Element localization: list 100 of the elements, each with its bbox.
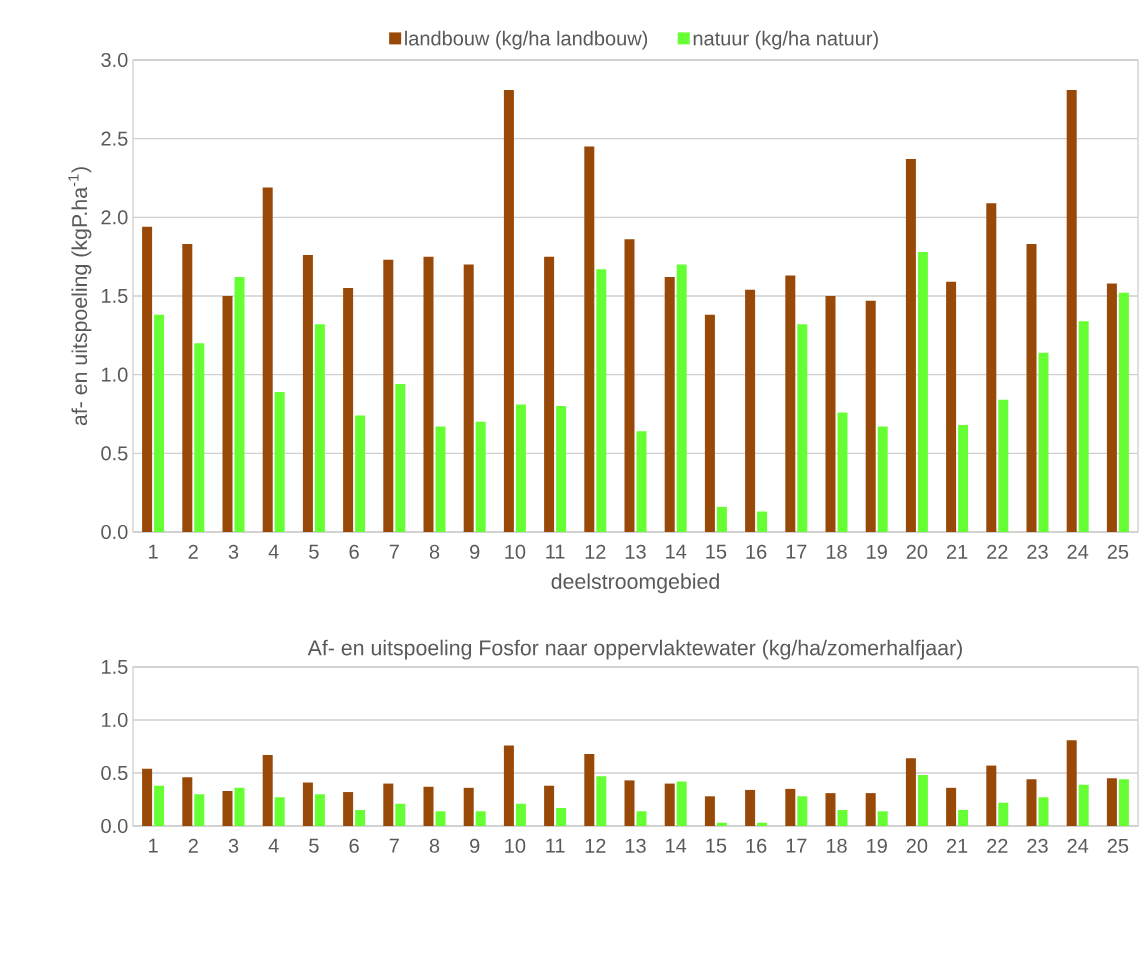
x-tick-label: 20	[906, 544, 928, 559]
x-tick-label: 9	[470, 544, 480, 559]
bar	[194, 794, 205, 826]
bar	[946, 281, 957, 532]
bar	[423, 786, 434, 826]
bar	[463, 264, 474, 532]
bar	[837, 810, 848, 826]
y-tick-label: 1.0	[102, 367, 128, 382]
x-tick-label: 8	[429, 838, 440, 853]
bar	[624, 239, 635, 532]
x-tick-label: 24	[1067, 544, 1089, 559]
x-tick-label: 25	[1107, 838, 1129, 853]
bar	[1038, 797, 1049, 826]
bar	[556, 807, 567, 826]
bar	[475, 421, 486, 532]
bar	[1106, 778, 1117, 826]
bar	[515, 404, 526, 532]
bar	[395, 803, 406, 826]
x-tick-label: 5	[309, 838, 319, 853]
bar	[314, 324, 325, 532]
bar	[676, 264, 687, 532]
bar	[745, 289, 756, 532]
y-tick-label: 2.5	[101, 131, 128, 146]
bar	[395, 384, 406, 532]
x-tick-label: 1	[149, 544, 158, 559]
bar	[314, 794, 325, 826]
bar	[664, 277, 675, 532]
x-tick-label: 4	[268, 838, 279, 853]
bar	[1118, 292, 1129, 532]
bar	[503, 89, 514, 532]
bar	[274, 797, 285, 826]
bar	[142, 226, 153, 532]
x-tick-label: 23	[1027, 544, 1048, 559]
bar	[556, 406, 567, 532]
bar	[435, 426, 446, 532]
x-tick-label: 4	[268, 544, 279, 559]
bar	[262, 187, 273, 532]
bar	[917, 775, 928, 826]
bar	[958, 425, 969, 532]
bar	[998, 399, 1009, 532]
bar	[1106, 283, 1117, 532]
bar	[584, 146, 595, 532]
legend-label: landbouw (kg/ha landbouw)	[405, 30, 648, 50]
bar	[998, 802, 1009, 826]
bar	[716, 822, 727, 826]
x-tick-label: 21	[946, 838, 968, 853]
x-tick-label: 3	[228, 838, 239, 853]
bar	[785, 275, 796, 532]
x-tick-label: 7	[389, 544, 399, 559]
bar	[596, 776, 607, 826]
y-tick-label: 1.0	[102, 712, 128, 728]
bar	[865, 300, 876, 532]
bar	[825, 295, 836, 532]
x-tick-label: 13	[625, 838, 646, 853]
x-tick-label: 23	[1027, 838, 1048, 853]
bar	[222, 791, 233, 826]
bar	[664, 783, 675, 826]
bar	[503, 745, 514, 826]
bar	[986, 203, 997, 532]
bar	[274, 391, 285, 532]
y-tick-label: 0.5	[101, 765, 128, 781]
x-tick-label: 16	[746, 838, 767, 853]
bar	[142, 768, 153, 826]
x-tick-label: 6	[349, 838, 359, 853]
bar	[785, 788, 796, 826]
bar	[1026, 244, 1037, 532]
bar	[1026, 779, 1037, 826]
y-tick-label: 1.5	[102, 289, 128, 303]
bar	[302, 782, 313, 826]
bar	[636, 431, 647, 532]
y-tick-label: 0.0	[101, 524, 128, 540]
x-tick-label: 5	[309, 544, 319, 559]
x-axis-title: deelstroomgebied	[551, 573, 719, 594]
bar	[757, 511, 768, 532]
x-tick-label: 22	[987, 544, 1008, 559]
bar	[423, 256, 434, 532]
x-tick-label: 7	[389, 838, 399, 853]
bar	[355, 415, 366, 532]
x-tick-label: 18	[826, 544, 847, 559]
x-tick-label: 9	[470, 838, 480, 853]
x-tick-label: 1	[149, 838, 158, 853]
x-tick-label: 11	[546, 838, 565, 853]
bar	[676, 781, 687, 826]
bar	[1078, 321, 1089, 532]
bar	[757, 822, 768, 826]
bar	[1078, 784, 1089, 826]
bar	[302, 255, 313, 532]
bar	[1066, 740, 1077, 826]
bar	[182, 244, 193, 532]
bar	[837, 412, 848, 532]
bar	[704, 796, 715, 826]
bar	[544, 256, 555, 532]
bar	[182, 777, 193, 826]
x-tick-label: 2	[188, 838, 198, 853]
x-tick-label: 13	[625, 544, 646, 559]
bar	[475, 811, 486, 826]
x-tick-label: 17	[786, 544, 807, 559]
bar	[355, 810, 366, 826]
bar	[544, 785, 555, 826]
bar	[958, 810, 969, 826]
